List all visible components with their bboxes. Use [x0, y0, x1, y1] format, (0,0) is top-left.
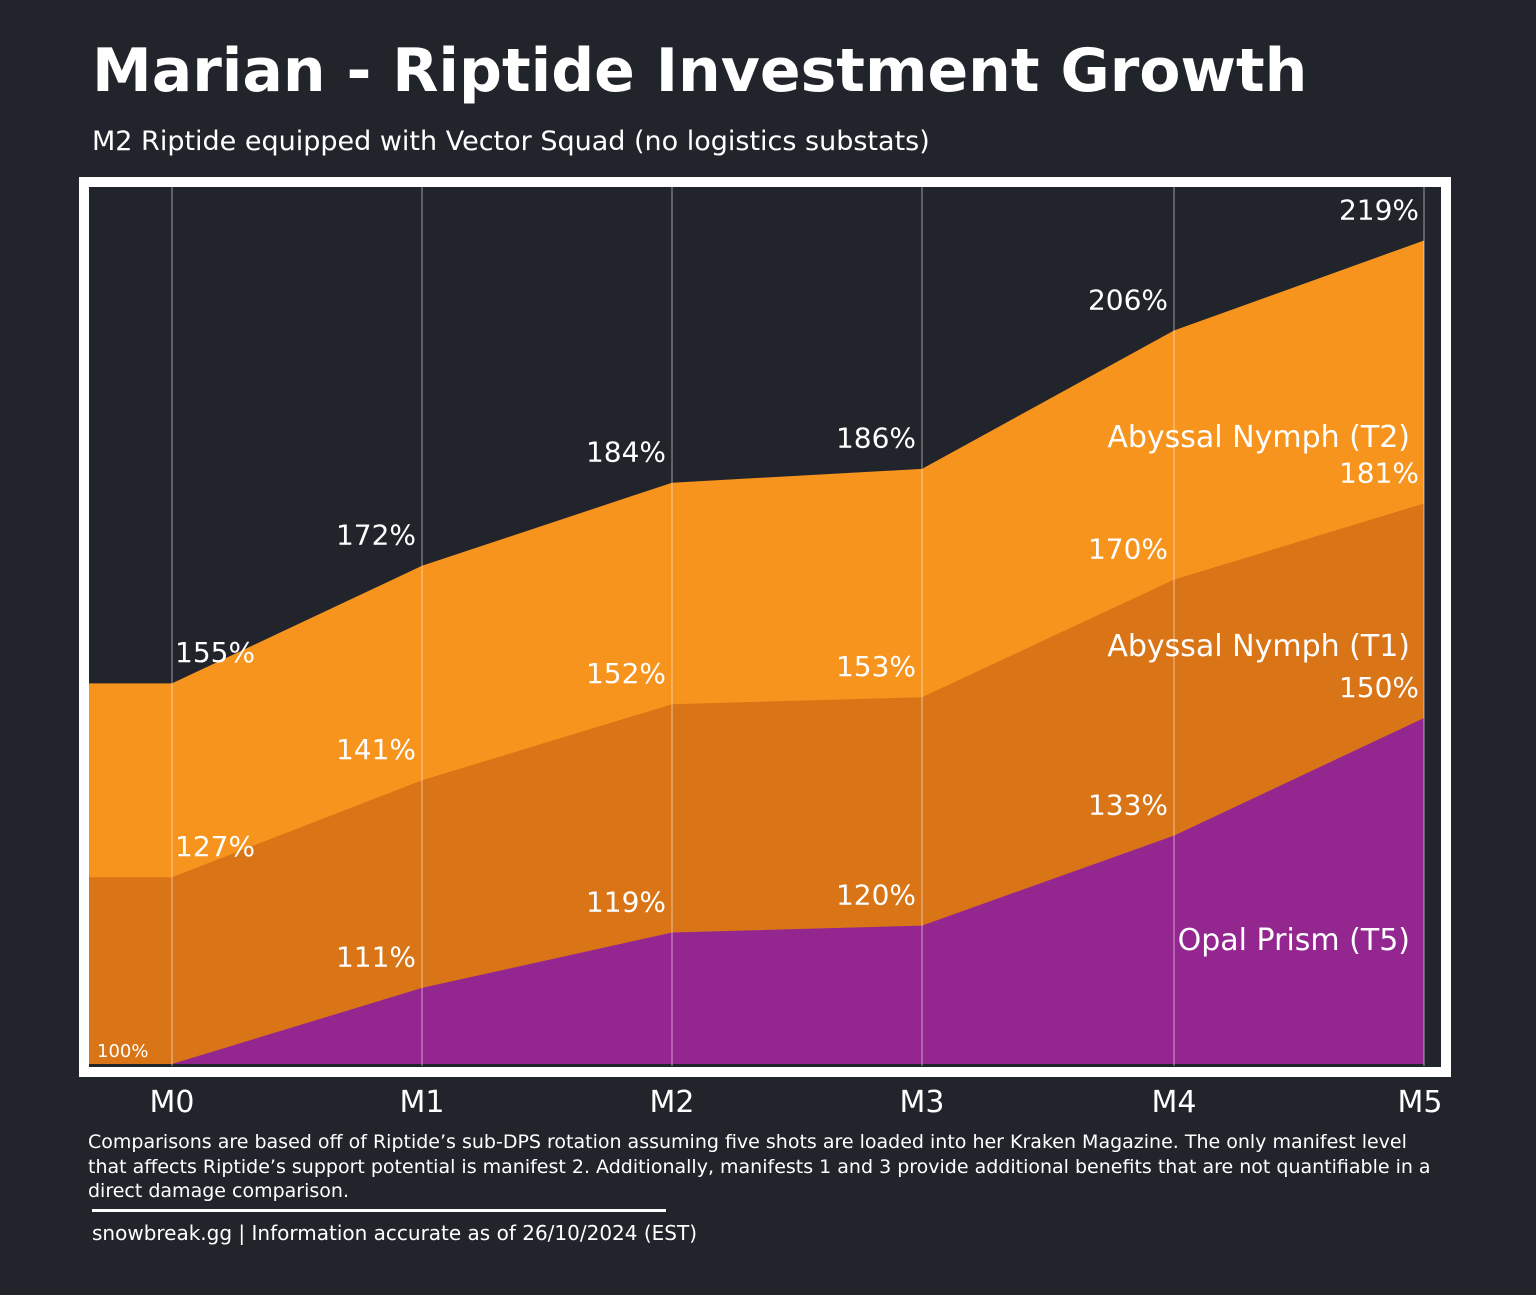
data-label-abyssal-nymph-t1-m2: 152% — [586, 657, 666, 690]
footnote: Comparisons are based off of Riptide’s s… — [88, 1131, 1431, 1203]
data-label-abyssal-nymph-t2-m1: 172% — [336, 519, 416, 552]
data-label-abyssal-nymph-t1-m5: 181% — [1339, 456, 1419, 489]
series-areas — [89, 240, 1424, 1064]
x-tick-m3: M3 — [900, 1085, 945, 1120]
chart-title: Marian - Riptide Investment Growth — [92, 36, 1308, 106]
series-name-opal-prism-t5: Opal Prism (T5) — [1178, 923, 1410, 958]
data-label-abyssal-nymph-t2-m0: 155% — [175, 636, 255, 669]
data-label-opal-prism-t5-m2: 119% — [586, 885, 666, 918]
data-label-abyssal-nymph-t2-m5: 219% — [1339, 193, 1419, 226]
x-tick-m5: M5 — [1398, 1085, 1443, 1120]
x-tick-m0: M0 — [150, 1085, 195, 1120]
data-label-opal-prism-t5-m5: 150% — [1339, 671, 1419, 704]
gridlines — [171, 187, 1425, 1066]
series-name-abyssal-nymph-t1: Abyssal Nymph (T1) — [1107, 629, 1410, 664]
x-tick-m4: M4 — [1152, 1085, 1197, 1120]
data-label-opal-prism-t5-m1: 111% — [336, 941, 416, 974]
data-label-abyssal-nymph-t2-m3: 186% — [836, 422, 916, 455]
data-label-abyssal-nymph-t1-m1: 141% — [336, 733, 416, 766]
area-opal-prism-t5 — [89, 718, 1424, 1064]
data-label-abyssal-nymph-t2-m2: 184% — [586, 436, 666, 469]
chart-frame — [79, 177, 1451, 1077]
data-labels: 111% 119% 120% 133% 150% 127% 141% 152% 153% 170%… — [97, 193, 1419, 1062]
source-credit: snowbreak.gg | Information accurate as o… — [92, 1221, 697, 1245]
baseline-label: 100% — [97, 1041, 148, 1062]
chart-subtitle: M2 Riptide equipped with Vector Squad (n… — [92, 126, 930, 157]
x-axis-ticks: M0 M1 M2 M3 M4 M5 — [150, 1085, 1443, 1120]
series-name-abyssal-nymph-t2: Abyssal Nymph (T2) — [1107, 420, 1410, 455]
data-label-abyssal-nymph-t1-m0: 127% — [175, 830, 255, 863]
data-label-opal-prism-t5-m4: 133% — [1088, 788, 1168, 821]
series-name-labels: Opal Prism (T5) Abyssal Nymph (T1) Abyssal… — [1107, 420, 1410, 958]
data-label-abyssal-nymph-t2-m4: 206% — [1088, 283, 1168, 316]
x-tick-m2: M2 — [650, 1085, 695, 1120]
data-label-abyssal-nymph-t1-m3: 153% — [836, 650, 916, 683]
data-label-abyssal-nymph-t1-m4: 170% — [1088, 532, 1168, 565]
x-tick-m1: M1 — [400, 1085, 445, 1120]
data-label-opal-prism-t5-m3: 120% — [836, 878, 916, 911]
divider-line — [92, 1209, 666, 1212]
